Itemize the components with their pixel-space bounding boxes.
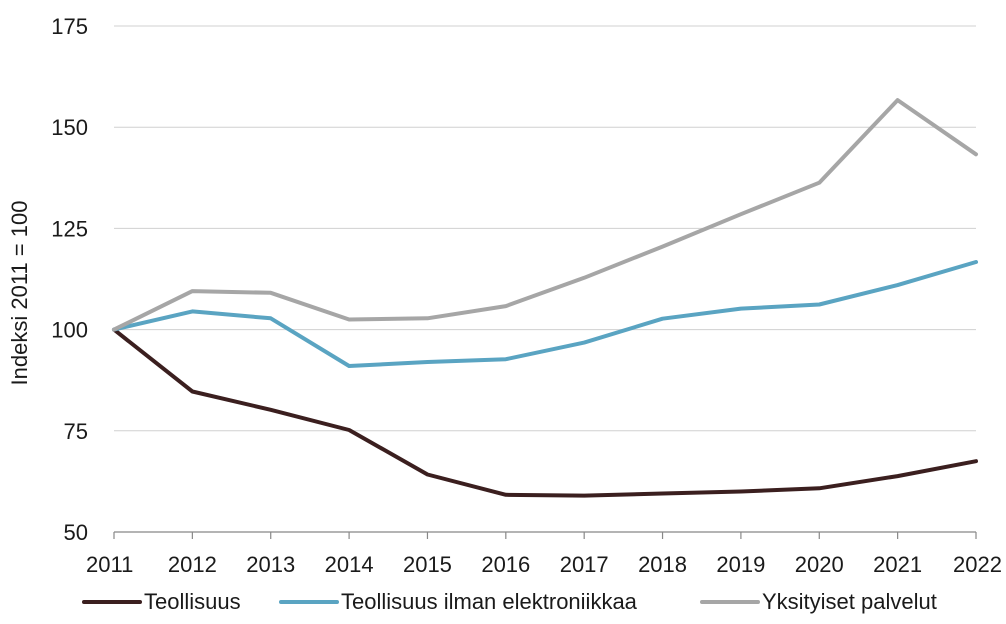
data-point bbox=[583, 342, 585, 344]
y-tick-label: 100 bbox=[51, 318, 88, 343]
data-point bbox=[426, 474, 428, 476]
series-line-3 bbox=[112, 98, 978, 332]
data-point bbox=[662, 246, 664, 248]
data-point bbox=[191, 290, 193, 292]
x-tick-label: 2016 bbox=[481, 552, 530, 577]
x-tick-label: 2012 bbox=[168, 552, 217, 577]
data-point bbox=[583, 495, 585, 497]
x-axis-ticks: 2011 2012 2013 2014 2015 2016 2017 2018 2019 2020… bbox=[86, 532, 1002, 577]
data-point bbox=[583, 277, 585, 279]
data-point bbox=[818, 304, 820, 306]
data-point bbox=[818, 487, 820, 489]
y-tick-label: 175 bbox=[51, 14, 88, 39]
data-point bbox=[426, 361, 428, 363]
y-tick-label: 50 bbox=[64, 520, 88, 545]
data-point bbox=[975, 153, 977, 155]
y-axis-ticks: 50 75 100 125 150 175 bbox=[51, 14, 88, 545]
data-point bbox=[348, 365, 350, 367]
data-point bbox=[740, 308, 742, 310]
y-tick-label: 75 bbox=[64, 419, 88, 444]
x-tick-label: 2013 bbox=[246, 552, 295, 577]
legend: Teollisuus Teollisuus ilman elektroniikka… bbox=[82, 589, 937, 614]
legend-label: Teollisuus ilman elektroniikkaa bbox=[341, 589, 638, 614]
y-axis-title: Indeksi 2011 = 100 bbox=[7, 201, 32, 386]
x-tick-label: 2011 bbox=[86, 552, 133, 577]
data-point bbox=[505, 494, 507, 496]
data-point bbox=[740, 213, 742, 215]
x-tick-label: 2017 bbox=[560, 552, 609, 577]
series-line-1 bbox=[112, 327, 978, 498]
data-point bbox=[505, 358, 507, 360]
legend-label: Yksityiset palvelut bbox=[762, 589, 937, 614]
data-point bbox=[191, 310, 193, 312]
data-point bbox=[270, 317, 272, 319]
data-point bbox=[348, 318, 350, 320]
data-point bbox=[897, 99, 899, 101]
data-point bbox=[270, 292, 272, 294]
x-tick-label: 2020 bbox=[795, 552, 844, 577]
data-point bbox=[662, 318, 664, 320]
x-tick-label: 2019 bbox=[716, 552, 765, 577]
data-point bbox=[270, 409, 272, 411]
data-point bbox=[740, 491, 742, 493]
x-tick-label: 2015 bbox=[403, 552, 452, 577]
x-tick-label: 2018 bbox=[638, 552, 687, 577]
series-lines bbox=[112, 98, 978, 498]
data-point bbox=[113, 329, 115, 331]
y-tick-label: 125 bbox=[51, 216, 88, 241]
x-tick-label: 2022 bbox=[953, 552, 1002, 577]
data-point bbox=[662, 493, 664, 495]
x-tick-label: 2021 bbox=[873, 552, 922, 577]
data-point bbox=[897, 475, 899, 477]
data-point bbox=[505, 305, 507, 307]
data-point bbox=[897, 284, 899, 286]
data-point bbox=[975, 261, 977, 263]
data-point bbox=[975, 460, 977, 462]
data-point bbox=[191, 391, 193, 393]
gridlines bbox=[114, 25, 976, 432]
series-line-2 bbox=[112, 260, 978, 368]
legend-label: Teollisuus bbox=[144, 589, 241, 614]
y-tick-label: 150 bbox=[51, 115, 88, 140]
data-point bbox=[348, 429, 350, 431]
x-tick-label: 2014 bbox=[325, 552, 374, 577]
data-point bbox=[818, 182, 820, 184]
data-point bbox=[426, 317, 428, 319]
